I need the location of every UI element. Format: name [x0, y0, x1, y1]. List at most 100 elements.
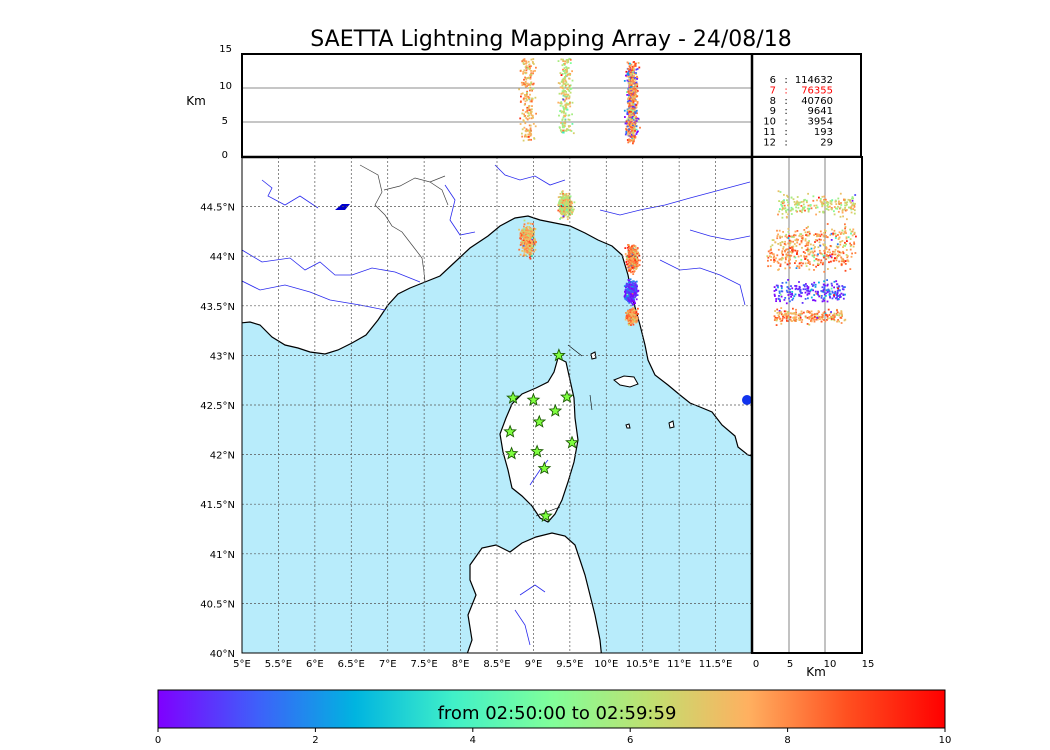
source-point-top — [566, 61, 569, 64]
source-point — [528, 247, 531, 250]
source-point-top — [532, 123, 535, 125]
source-point-right — [777, 243, 780, 245]
source-point-right — [792, 307, 794, 310]
source-point-right — [821, 316, 823, 318]
source-point — [568, 211, 571, 214]
source-point — [561, 190, 564, 193]
source-point — [526, 239, 529, 242]
source-point-top — [562, 116, 565, 119]
source-point — [635, 284, 638, 287]
source-point-right — [793, 236, 795, 238]
source-point-right — [815, 213, 817, 216]
source-point-top — [632, 72, 635, 75]
source-point — [635, 311, 638, 313]
source-point — [631, 312, 634, 315]
source-point-top — [629, 93, 632, 96]
source-point-right — [790, 213, 793, 215]
source-point — [635, 291, 638, 293]
source-point-top — [629, 86, 632, 88]
source-point-right — [785, 209, 787, 212]
lon-tick-label: 6°E — [306, 659, 324, 670]
source-point — [636, 294, 639, 296]
source-point-right — [782, 315, 784, 318]
source-point-right — [851, 234, 854, 237]
source-point-top — [564, 107, 567, 110]
source-point-top — [629, 120, 631, 123]
source-point-right — [832, 233, 835, 236]
station-star-marker — [548, 403, 563, 417]
source-point-right — [827, 203, 829, 206]
source-point-top — [630, 114, 632, 117]
source-point-top — [565, 97, 568, 99]
source-point-right — [840, 314, 843, 317]
source-point-top — [630, 136, 633, 138]
source-point-right — [789, 288, 791, 291]
count-sources: 40760 — [801, 96, 833, 107]
source-point-right — [844, 226, 847, 228]
source-point — [522, 239, 525, 242]
source-point-top — [631, 83, 634, 86]
source-point-top — [634, 90, 637, 93]
source-point-right — [822, 298, 825, 301]
source-point-right — [790, 196, 793, 199]
source-point-right — [834, 249, 837, 251]
source-point-right — [766, 255, 769, 258]
source-point — [634, 246, 637, 248]
source-point — [522, 233, 524, 235]
source-point-right — [797, 314, 800, 317]
source-point-right — [830, 318, 833, 320]
source-point — [530, 230, 533, 233]
lat-tick-label: 40°N — [210, 649, 235, 660]
source-point — [628, 299, 630, 301]
country-borders — [359, 164, 449, 283]
source-point — [531, 232, 534, 235]
source-point — [627, 256, 630, 258]
source-point-top — [523, 126, 526, 129]
source-point — [627, 317, 630, 320]
source-point — [627, 258, 630, 260]
source-point — [624, 293, 627, 296]
source-point-right — [828, 289, 830, 292]
source-point-right — [793, 243, 796, 245]
source-point — [523, 225, 525, 228]
source-point-right — [780, 311, 783, 313]
source-point-top — [523, 60, 526, 62]
source-point-right — [775, 300, 777, 302]
source-point-right — [801, 246, 803, 249]
source-point-right — [784, 249, 786, 252]
source-point-top — [636, 68, 639, 70]
source-point-top — [571, 113, 573, 116]
source-point-right — [773, 286, 776, 288]
source-point — [528, 250, 531, 253]
source-point-right — [780, 322, 783, 325]
source-point-top — [563, 89, 565, 92]
source-point-top — [524, 133, 527, 136]
source-point-top — [628, 130, 630, 132]
source-point-right — [842, 246, 844, 248]
source-point-top — [534, 125, 537, 128]
source-point — [633, 270, 635, 273]
source-point-right — [838, 285, 841, 288]
source-point-right — [836, 311, 839, 314]
source-point-top — [635, 109, 638, 112]
source-point-right — [798, 235, 801, 237]
lon-tick-label: 9°E — [525, 659, 543, 670]
source-point-right — [781, 202, 784, 205]
map-graticule — [242, 157, 752, 653]
source-point-top — [628, 131, 631, 133]
source-point-right — [830, 203, 833, 206]
source-point — [629, 320, 632, 323]
source-point-right — [777, 213, 779, 216]
source-point-top — [634, 86, 637, 88]
source-point — [631, 300, 634, 303]
source-point — [526, 251, 529, 253]
source-point-right — [800, 233, 803, 235]
source-point-top — [561, 124, 564, 126]
source-point-top — [568, 103, 571, 105]
source-point-top — [520, 95, 522, 98]
source-point — [635, 263, 638, 266]
source-point-right — [810, 247, 813, 250]
source-point-right — [844, 318, 847, 321]
source-point-top — [565, 103, 567, 106]
source-point-right — [788, 266, 791, 269]
